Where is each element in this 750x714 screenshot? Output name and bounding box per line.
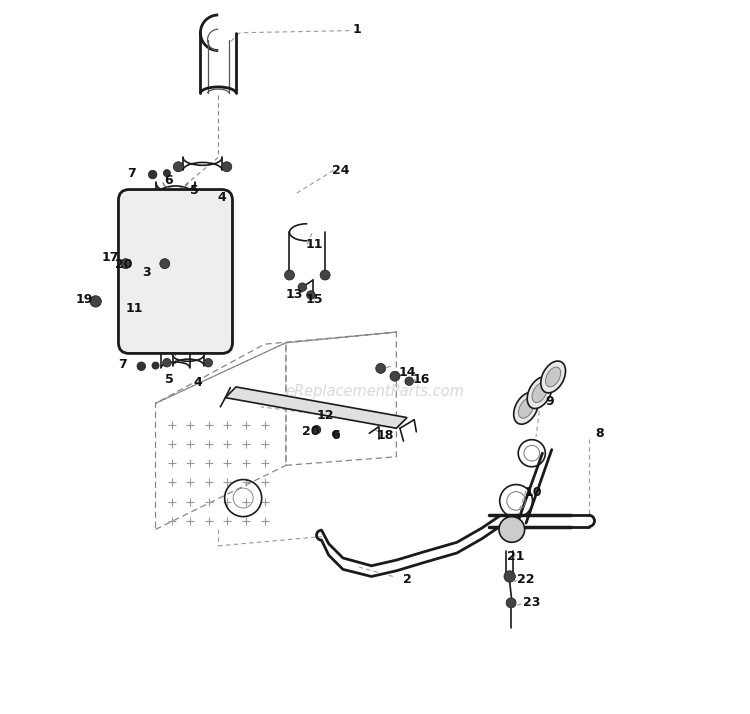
Text: 20: 20	[302, 425, 320, 438]
Text: 11: 11	[306, 238, 323, 251]
Circle shape	[376, 363, 386, 373]
Text: 12: 12	[316, 409, 334, 422]
Circle shape	[504, 570, 515, 582]
Circle shape	[506, 598, 516, 608]
Ellipse shape	[518, 398, 534, 418]
Circle shape	[173, 162, 183, 172]
Text: 4: 4	[194, 376, 202, 389]
Text: 6: 6	[164, 174, 172, 187]
Text: 7: 7	[118, 358, 127, 371]
Text: 15: 15	[306, 293, 323, 306]
Text: 13: 13	[285, 288, 302, 301]
Text: 16: 16	[413, 373, 430, 386]
Text: 3: 3	[142, 266, 152, 279]
Text: 8: 8	[596, 428, 604, 441]
Text: 22: 22	[518, 573, 535, 585]
Circle shape	[332, 431, 339, 438]
Circle shape	[164, 170, 170, 176]
Circle shape	[405, 377, 413, 386]
Circle shape	[499, 517, 525, 542]
Ellipse shape	[527, 377, 552, 408]
Text: 7: 7	[127, 166, 136, 180]
Text: 2: 2	[403, 573, 412, 585]
Text: 24: 24	[332, 164, 350, 177]
Circle shape	[298, 283, 307, 291]
Circle shape	[390, 371, 400, 381]
Text: 9: 9	[545, 395, 554, 408]
Circle shape	[160, 258, 170, 268]
Circle shape	[148, 171, 157, 178]
Circle shape	[222, 162, 232, 172]
Text: 14: 14	[398, 366, 416, 379]
Polygon shape	[225, 387, 407, 428]
Ellipse shape	[514, 393, 538, 424]
Circle shape	[204, 358, 212, 367]
Ellipse shape	[545, 367, 561, 387]
Text: 21: 21	[507, 550, 525, 563]
Text: 10: 10	[524, 486, 542, 499]
Circle shape	[312, 426, 321, 434]
Text: 18: 18	[376, 429, 394, 442]
Circle shape	[307, 291, 315, 299]
Text: 6: 6	[332, 429, 340, 442]
Circle shape	[320, 270, 330, 280]
FancyBboxPatch shape	[118, 189, 232, 353]
Text: 17: 17	[101, 251, 118, 263]
Circle shape	[152, 362, 159, 369]
Text: 11: 11	[125, 302, 143, 315]
Ellipse shape	[532, 383, 548, 403]
Circle shape	[163, 358, 171, 367]
Text: 5: 5	[166, 373, 174, 386]
Text: eReplacementParts.com: eReplacementParts.com	[286, 383, 464, 398]
Text: 5: 5	[190, 183, 199, 197]
Circle shape	[284, 270, 295, 280]
Ellipse shape	[541, 361, 566, 393]
Text: 4: 4	[217, 191, 226, 204]
Circle shape	[137, 362, 146, 371]
Text: 1: 1	[352, 23, 361, 36]
Text: 23: 23	[523, 596, 541, 609]
Circle shape	[121, 258, 130, 268]
Text: 20: 20	[116, 258, 133, 271]
Text: 19: 19	[76, 293, 93, 306]
Circle shape	[90, 296, 101, 307]
